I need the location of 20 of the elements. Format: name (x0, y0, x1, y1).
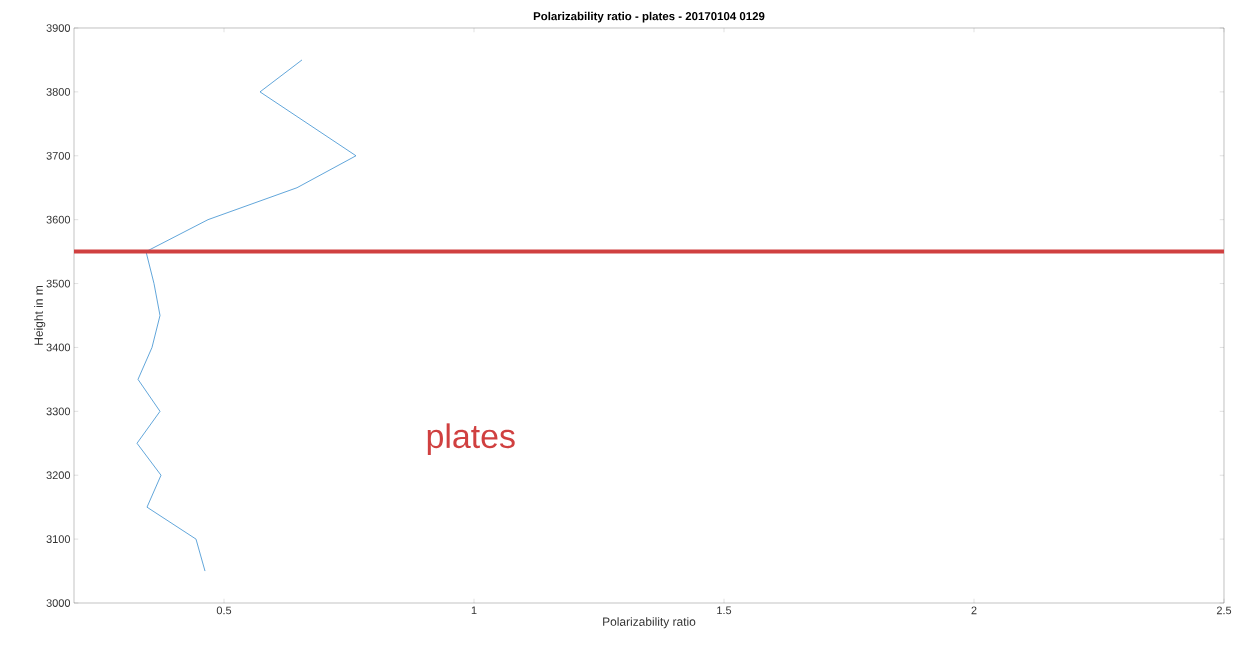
chart-title: Polarizability ratio - plates - 20170104 0129 (533, 11, 765, 23)
x-tick-label: 2 (971, 606, 977, 615)
y-tick-label: 3300 (46, 407, 71, 416)
y-tick-label: 3100 (46, 535, 71, 543)
y-tick-label: 3500 (46, 279, 71, 288)
y-axis-title: Height in m (34, 286, 46, 345)
x-axis-title: Polarizability ratio (603, 617, 696, 629)
y-tick-label: 3700 (46, 151, 71, 160)
y-tick-label: 3600 (46, 215, 71, 224)
x-tick-label: 0.5 (216, 606, 232, 615)
x-tick-label: 1.5 (717, 606, 732, 615)
y-tick-label: 3400 (46, 343, 71, 352)
y-tick-label: 3200 (46, 471, 71, 480)
x-tick-label: 1 (471, 606, 477, 615)
x-tick-label: 2.5 (1216, 606, 1232, 615)
y-tick-label: 3000 (46, 599, 71, 607)
y-tick-label: 3900 (46, 24, 71, 32)
line-series (136, 59, 357, 572)
annotation: plates (427, 423, 515, 455)
y-tick-label: 3800 (46, 88, 71, 96)
